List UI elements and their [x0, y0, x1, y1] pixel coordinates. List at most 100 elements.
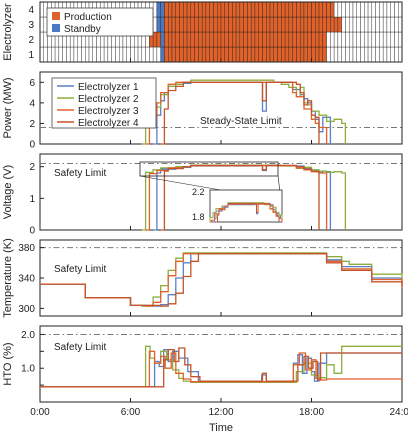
state-cell — [171, 31, 176, 48]
state-cell — [337, 16, 342, 33]
state-cell — [386, 46, 391, 63]
state-cell — [292, 16, 297, 33]
state-cell — [228, 31, 233, 48]
state-cell — [299, 31, 305, 48]
state-cell — [220, 31, 225, 48]
state-cell — [149, 46, 154, 63]
zoom-region-box — [139, 161, 279, 177]
state-cell — [232, 46, 237, 63]
x-tick-label: 18:00 — [299, 407, 324, 418]
state-cell — [349, 46, 354, 63]
state-cell — [201, 16, 207, 33]
state-cell — [43, 46, 48, 63]
state-cell — [277, 16, 282, 33]
state-cell — [183, 16, 188, 33]
state-cell — [171, 1, 176, 18]
state-cell — [224, 16, 229, 33]
temperature-ylabel: Temperature (K) — [2, 238, 14, 317]
state-cell — [277, 46, 282, 63]
state-cell — [250, 1, 256, 18]
state-cell — [330, 46, 335, 63]
state-cell — [186, 46, 192, 63]
state-cell — [213, 1, 218, 18]
state-cell — [262, 1, 267, 18]
state-cell — [175, 16, 180, 33]
state-cell — [96, 46, 101, 63]
x-axis-ticks: 0:00 6:00 12:00 18:00 24:00 — [30, 58, 408, 418]
legend-standby-swatch — [52, 24, 60, 32]
state-cell — [179, 31, 184, 48]
state-cell — [235, 31, 241, 48]
state-cell — [243, 16, 248, 33]
state-cell — [209, 16, 214, 33]
state-cell — [326, 16, 331, 33]
state-cell — [379, 46, 384, 63]
state-cell — [85, 46, 90, 63]
state-cell — [39, 1, 44, 18]
y-tick-label: 4 — [29, 98, 35, 109]
state-cell — [371, 16, 376, 33]
state-cell — [341, 31, 346, 48]
power-series — [141, 79, 347, 145]
state-cell — [171, 46, 176, 63]
hto-ylabel: HTO (%) — [2, 342, 14, 385]
hto-series — [40, 345, 402, 388]
state-cell — [190, 46, 195, 63]
inset-tick-high: 2.2 — [192, 187, 205, 197]
state-cell — [254, 16, 259, 33]
state-cell — [349, 16, 354, 33]
state-cell — [367, 1, 373, 18]
state-cell — [375, 16, 380, 33]
state-cell — [341, 46, 346, 63]
state-cell — [326, 1, 331, 18]
hto-panel: 1.0 2.0 HTO (%) Safety Limit — [2, 325, 403, 403]
state-cell — [371, 31, 376, 48]
state-cell — [349, 1, 354, 18]
state-cell — [277, 31, 282, 48]
temperature-y-ticks: 300 340 380 — [18, 243, 44, 315]
state-cell — [315, 1, 320, 18]
state-cell — [398, 1, 403, 18]
state-cell — [322, 46, 327, 63]
state-cell — [194, 16, 199, 33]
state-cell — [273, 46, 278, 63]
state-cell — [152, 31, 158, 48]
state-cell — [175, 31, 180, 48]
voltage-inset: 2.2 1.8 — [139, 161, 283, 223]
state-cell — [390, 16, 395, 33]
state-cell — [209, 31, 214, 48]
state-cell — [217, 31, 222, 48]
state-cell — [281, 16, 286, 33]
state-cell — [209, 46, 214, 63]
voltage-y-ticks: 0 1 2 — [29, 162, 44, 237]
state-cell — [62, 46, 67, 63]
state-cell — [337, 31, 342, 48]
state-cell — [247, 31, 252, 48]
state-cell — [190, 16, 195, 33]
state-cell — [145, 46, 150, 63]
state-cell — [118, 46, 124, 63]
state-cell — [152, 46, 158, 63]
state-cell — [379, 31, 384, 48]
state-cell — [262, 31, 267, 48]
state-cell — [224, 1, 229, 18]
y-tick-label: 0 — [29, 140, 35, 151]
state-cell — [266, 1, 271, 18]
state-cell — [356, 31, 361, 48]
state-cell — [266, 16, 271, 33]
state-cell — [254, 46, 259, 63]
y-tick-label: 340 — [18, 274, 35, 285]
state-cell — [179, 1, 184, 18]
state-cell — [394, 46, 399, 63]
state-ylabel: Electrolyzer — [2, 3, 14, 61]
state-cell — [247, 16, 252, 33]
state-cell — [220, 46, 225, 63]
state-cell — [307, 31, 312, 48]
state-cell — [228, 46, 233, 63]
state-cell — [299, 1, 305, 18]
series-line-e3 — [145, 81, 328, 145]
state-cell — [375, 46, 380, 63]
state-cell — [160, 31, 165, 48]
state-cell — [217, 46, 222, 63]
state-cell — [107, 46, 112, 63]
